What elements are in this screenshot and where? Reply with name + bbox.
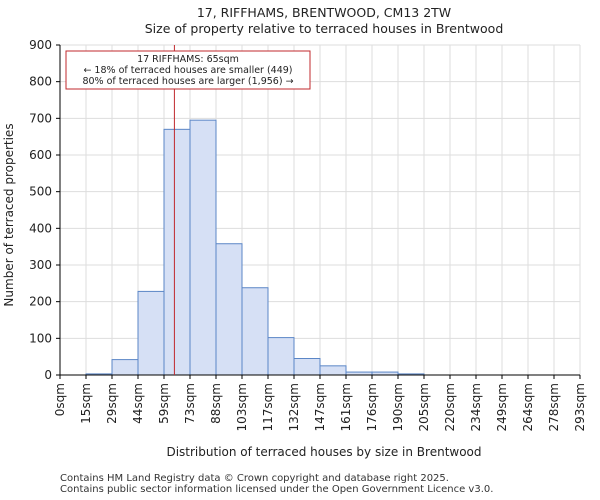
histogram-bar <box>163 128 191 376</box>
histogram-bar <box>137 290 165 376</box>
histogram-bar <box>215 243 243 376</box>
x-tick-label: 161sqm <box>339 383 353 431</box>
y-axis-label: Number of terraced properties <box>2 123 16 306</box>
x-tick-label: 176sqm <box>365 383 379 431</box>
y-axis-ticks: 0 100 200 300 400 500 600 700 800 900 <box>29 38 60 382</box>
x-tick-label: 73sqm <box>183 383 197 424</box>
chart-title-line1: 17, RIFFHAMS, BRENTWOOD, CM13 2TW <box>197 5 451 20</box>
bars-group <box>85 119 425 376</box>
histogram-bar <box>319 365 347 376</box>
y-tick-label: 0 <box>44 368 52 382</box>
x-tick-label: 190sqm <box>391 383 405 431</box>
x-tick-label: 44sqm <box>131 383 145 424</box>
chart-title-line2: Size of property relative to terraced ho… <box>145 21 504 36</box>
y-tick-label: 800 <box>29 75 52 89</box>
histogram-bar <box>267 337 295 376</box>
y-tick-label: 200 <box>29 295 52 309</box>
footer-line1: Contains HM Land Registry data © Crown c… <box>60 473 449 484</box>
y-tick-label: 600 <box>29 148 52 162</box>
x-tick-label: 117sqm <box>261 383 275 431</box>
y-tick-label: 500 <box>29 185 52 199</box>
footer-attribution: Contains HM Land Registry data © Crown c… <box>60 473 493 495</box>
x-axis-ticks: 0sqm 15sqm 29sqm 44sqm 59sqm 73sqm 88sqm 103sqm… <box>53 375 587 431</box>
histogram-bar <box>241 287 269 376</box>
x-tick-label: 147sqm <box>313 383 327 431</box>
y-tick-label: 300 <box>29 258 52 272</box>
x-tick-label: 293sqm <box>573 383 587 431</box>
x-tick-label: 264sqm <box>521 383 535 431</box>
y-tick-label: 700 <box>29 111 52 125</box>
x-tick-label: 15sqm <box>79 383 93 424</box>
histogram-bar <box>111 359 139 376</box>
x-axis-label: Distribution of terraced houses by size … <box>166 445 481 459</box>
histogram-chart: 17, RIFFHAMS, BRENTWOOD, CM13 2TW Size o… <box>2 5 587 459</box>
footer-line2: Contains public sector information licen… <box>60 484 494 495</box>
histogram-bar <box>189 119 217 376</box>
y-tick-label: 900 <box>29 38 52 52</box>
histogram-bar <box>293 358 321 376</box>
x-tick-label: 132sqm <box>287 383 301 431</box>
annotation-box: 17 RIFFHAMS: 65sqm ← 18% of terraced hou… <box>65 50 311 90</box>
x-tick-label: 0sqm <box>53 383 67 416</box>
y-tick-label: 100 <box>29 331 52 345</box>
annotation-line3: 80% of terraced houses are larger (1,956… <box>82 76 293 87</box>
x-tick-label: 29sqm <box>105 383 119 424</box>
x-tick-label: 88sqm <box>209 383 223 424</box>
annotation-line1: 17 RIFFHAMS: 65sqm <box>137 54 239 65</box>
x-tick-label: 249sqm <box>495 383 509 431</box>
x-tick-label: 59sqm <box>157 383 171 424</box>
x-tick-label: 205sqm <box>417 383 431 431</box>
x-tick-label: 234sqm <box>469 383 483 431</box>
x-tick-label: 220sqm <box>443 383 457 431</box>
y-tick-label: 400 <box>29 221 52 235</box>
x-tick-label: 278sqm <box>547 383 561 431</box>
x-tick-label: 103sqm <box>235 383 249 431</box>
annotation-line2: ← 18% of terraced houses are smaller (44… <box>83 65 292 76</box>
